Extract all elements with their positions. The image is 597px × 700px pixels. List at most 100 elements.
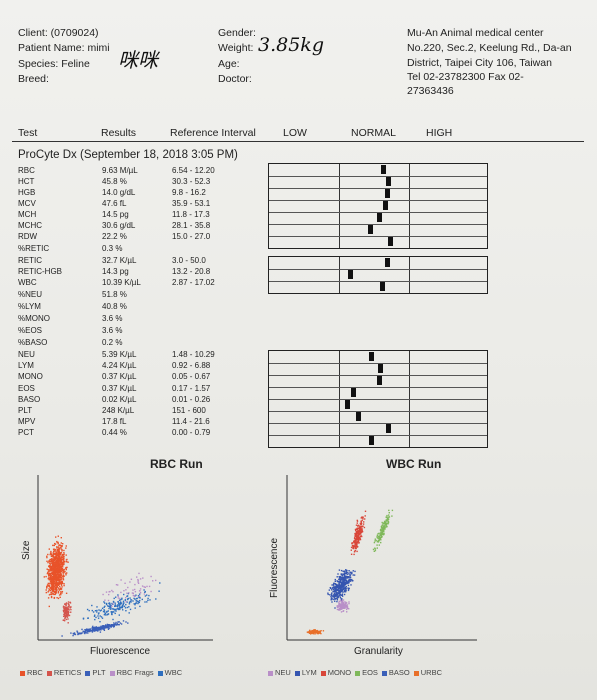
cytogram-dot bbox=[117, 604, 119, 606]
reference-interval: 11.8 - 17.3 bbox=[172, 210, 210, 219]
range-marker bbox=[356, 412, 362, 421]
cytogram-dot bbox=[82, 630, 84, 632]
cytogram-dot bbox=[97, 630, 99, 632]
cytogram-dot bbox=[109, 608, 112, 610]
cytogram-dot bbox=[63, 553, 65, 555]
cytogram-dot bbox=[381, 529, 383, 532]
cytogram-dot bbox=[142, 577, 144, 579]
cytogram-dot bbox=[108, 624, 110, 626]
cytogram-dot bbox=[121, 605, 123, 607]
cytogram-dot bbox=[137, 581, 139, 583]
cytogram-dot bbox=[336, 576, 338, 578]
cytogram-dot bbox=[320, 630, 322, 632]
cytogram-dot bbox=[337, 596, 339, 599]
cytogram-dot bbox=[54, 548, 56, 551]
result-value: 0.37 K/µL bbox=[102, 372, 137, 381]
cytogram-dot bbox=[114, 605, 117, 607]
test-name: BASO bbox=[18, 395, 41, 404]
cytogram-dot bbox=[110, 611, 112, 613]
cytogram-dot bbox=[112, 618, 114, 621]
cytogram-dot bbox=[355, 529, 357, 532]
cytogram-dot bbox=[118, 608, 121, 610]
cytogram-dot bbox=[376, 547, 378, 549]
cytogram-dot bbox=[56, 566, 59, 569]
cytogram-dot bbox=[99, 621, 101, 623]
col-high: HIGH bbox=[426, 127, 453, 139]
cytogram-dot bbox=[60, 557, 62, 559]
cytogram-dot bbox=[46, 587, 48, 589]
legend-label: WBC bbox=[164, 668, 183, 677]
cytogram-dot bbox=[97, 628, 100, 631]
cytogram-dot bbox=[346, 571, 348, 574]
cytogram-dot bbox=[56, 569, 59, 571]
cytogram-dot bbox=[54, 569, 57, 571]
cytogram-dot bbox=[332, 583, 335, 586]
cytogram-dot bbox=[341, 595, 344, 597]
cytogram-dot bbox=[126, 592, 128, 594]
cytogram-dot bbox=[381, 535, 383, 537]
cytogram-dot bbox=[54, 561, 56, 563]
cytogram-dot bbox=[104, 599, 106, 601]
cytogram-dot bbox=[345, 570, 347, 572]
cytogram-dot bbox=[63, 584, 65, 587]
cytogram-dot bbox=[60, 556, 63, 558]
cytogram-dot bbox=[386, 517, 388, 519]
cytogram-dot bbox=[53, 550, 55, 553]
cytogram-dot bbox=[91, 626, 94, 629]
cytogram-dot bbox=[60, 552, 62, 554]
cytogram-dot bbox=[53, 562, 55, 564]
range-marker bbox=[345, 400, 351, 409]
cytogram-dot bbox=[62, 573, 64, 575]
cytogram-dot bbox=[57, 543, 59, 545]
cytogram-dot bbox=[116, 623, 118, 625]
cytogram-dot bbox=[63, 552, 65, 554]
cytogram-dot bbox=[340, 611, 343, 613]
cytogram-dot bbox=[346, 582, 349, 584]
cytogram-dot bbox=[344, 579, 346, 581]
cytogram-dot bbox=[97, 613, 100, 615]
cytogram-dot bbox=[48, 576, 50, 578]
legend-label: RETICS bbox=[53, 668, 82, 677]
cytogram-dot bbox=[113, 608, 115, 611]
range-marker bbox=[347, 270, 353, 279]
cytogram-dot bbox=[137, 582, 140, 584]
cytogram-dot bbox=[65, 568, 67, 571]
cytogram-dot bbox=[340, 605, 342, 608]
cytogram-dot bbox=[57, 570, 59, 572]
cytogram-dot bbox=[62, 566, 64, 568]
result-value: 40.8 % bbox=[102, 302, 127, 311]
reference-interval: 151 - 600 bbox=[172, 406, 206, 415]
cytogram-dot bbox=[338, 594, 341, 596]
cytogram-dot bbox=[337, 595, 339, 598]
cytogram-dot bbox=[53, 564, 55, 566]
cytogram-dot bbox=[61, 555, 63, 557]
cytogram-dot bbox=[314, 633, 316, 635]
cytogram-dot bbox=[84, 632, 86, 635]
cytogram-dot bbox=[361, 525, 363, 528]
cytogram-dot bbox=[339, 606, 341, 609]
rbc-frags-cluster bbox=[102, 572, 157, 608]
cytogram-dot bbox=[349, 578, 351, 580]
legend-entry: MONO bbox=[320, 668, 351, 677]
cytogram-dot bbox=[378, 539, 380, 542]
cytogram-dot bbox=[383, 527, 385, 529]
cytogram-dot bbox=[58, 551, 60, 553]
cytogram-dot bbox=[337, 587, 339, 589]
cytogram-dot bbox=[59, 547, 61, 549]
legend-entry: LYM bbox=[294, 668, 317, 677]
test-name: HCT bbox=[18, 177, 35, 186]
result-value: 5.39 K/µL bbox=[102, 350, 137, 359]
eos-cluster bbox=[372, 509, 394, 552]
cytogram-dot bbox=[332, 588, 335, 590]
cytogram-dot bbox=[377, 541, 380, 543]
cytogram-dot bbox=[379, 537, 381, 540]
cytogram-dot bbox=[128, 601, 131, 604]
cytogram-dot bbox=[345, 571, 347, 573]
cytogram-dot bbox=[339, 596, 341, 598]
cytogram-dot bbox=[58, 570, 60, 572]
cytogram-dot bbox=[123, 590, 125, 592]
cytogram-dot bbox=[63, 549, 65, 552]
cytogram-dot bbox=[58, 581, 60, 583]
cytogram-dot bbox=[57, 554, 59, 556]
cytogram-dot bbox=[52, 559, 55, 561]
